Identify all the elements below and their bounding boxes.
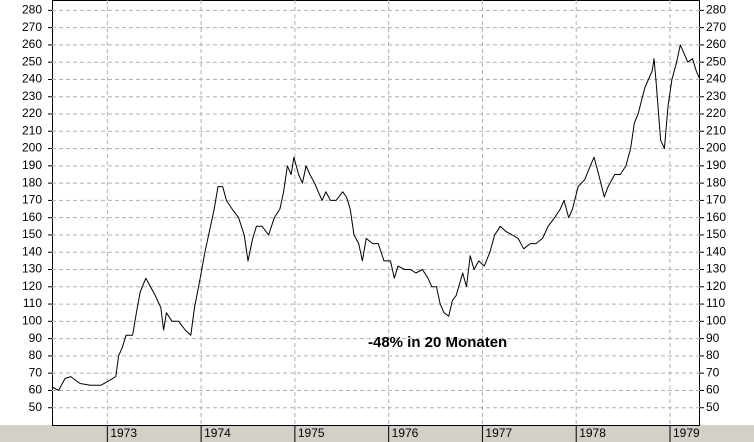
- y-tick-label-right: 270: [706, 20, 726, 34]
- x-tick-label: 1973: [110, 426, 137, 440]
- y-tick-label-right: 80: [706, 348, 720, 362]
- x-tick-label: 1976: [392, 426, 419, 440]
- y-tick-label-right: 230: [706, 89, 726, 103]
- y-tick-label: 190: [22, 158, 42, 172]
- y-tick-label: 230: [22, 89, 42, 103]
- y-tick-label-right: 110: [706, 296, 725, 310]
- y-tick-label: 160: [22, 210, 42, 224]
- y-tick-label: 80: [29, 348, 43, 362]
- y-tick-label-right: 150: [706, 227, 726, 241]
- y-tick-label-right: 70: [706, 365, 720, 379]
- y-tick-label: 70: [29, 365, 43, 379]
- y-tick-label: 90: [29, 331, 43, 345]
- y-tick-label: 50: [29, 400, 43, 414]
- y-tick-label-right: 50: [706, 400, 720, 414]
- price-line: [51, 44, 701, 391]
- y-tick-label: 260: [22, 37, 42, 51]
- y-tick-label: 120: [22, 279, 42, 293]
- y-tick-label: 200: [22, 141, 42, 155]
- x-tick-label: 1975: [298, 426, 325, 440]
- x-tick-label: 1979: [673, 426, 700, 440]
- y-tick-label-right: 140: [706, 244, 726, 258]
- y-tick-label-right: 250: [706, 54, 726, 68]
- y-tick-label-right: 120: [706, 279, 726, 293]
- y-tick-label: 220: [22, 106, 42, 120]
- y-tick-label: 130: [22, 262, 42, 276]
- y-tick-label-right: 90: [706, 331, 720, 345]
- y-tick-label-right: 190: [706, 158, 726, 172]
- y-tick-label: 140: [22, 244, 42, 258]
- y-tick-label-right: 100: [706, 314, 726, 328]
- y-tick-label: 100: [22, 314, 42, 328]
- y-tick-label-right: 280: [706, 3, 726, 17]
- y-tick-label-right: 260: [706, 37, 726, 51]
- y-tick-label: 240: [22, 72, 42, 86]
- y-tick-label-right: 160: [706, 210, 726, 224]
- y-tick-label: 210: [22, 123, 42, 137]
- x-tick-label: 1978: [579, 426, 606, 440]
- y-tick-label: 150: [22, 227, 42, 241]
- y-tick-label: 60: [29, 383, 43, 397]
- y-tick-label: 270: [22, 20, 42, 34]
- y-tick-label-right: 60: [706, 383, 720, 397]
- y-tick-label-right: 240: [706, 72, 726, 86]
- x-axis-band: [0, 425, 754, 442]
- y-tick-label: 170: [22, 193, 42, 207]
- y-tick-label: 280: [22, 3, 42, 17]
- y-tick-label-right: 220: [706, 106, 726, 120]
- plot-frame: [52, 0, 700, 426]
- annotation: -48% in 20 Monaten: [368, 334, 507, 351]
- y-tick-label: 110: [23, 296, 42, 310]
- y-tick-label-right: 210: [706, 123, 726, 137]
- y-tick-label: 180: [22, 175, 42, 189]
- y-tick-label-right: 180: [706, 175, 726, 189]
- x-tick-label: 1974: [204, 426, 231, 440]
- y-tick-label: 250: [22, 54, 42, 68]
- x-tick-label: 1977: [485, 426, 512, 440]
- y-tick-label-right: 130: [706, 262, 726, 276]
- y-tick-label-right: 200: [706, 141, 726, 155]
- y-tick-label-right: 170: [706, 193, 726, 207]
